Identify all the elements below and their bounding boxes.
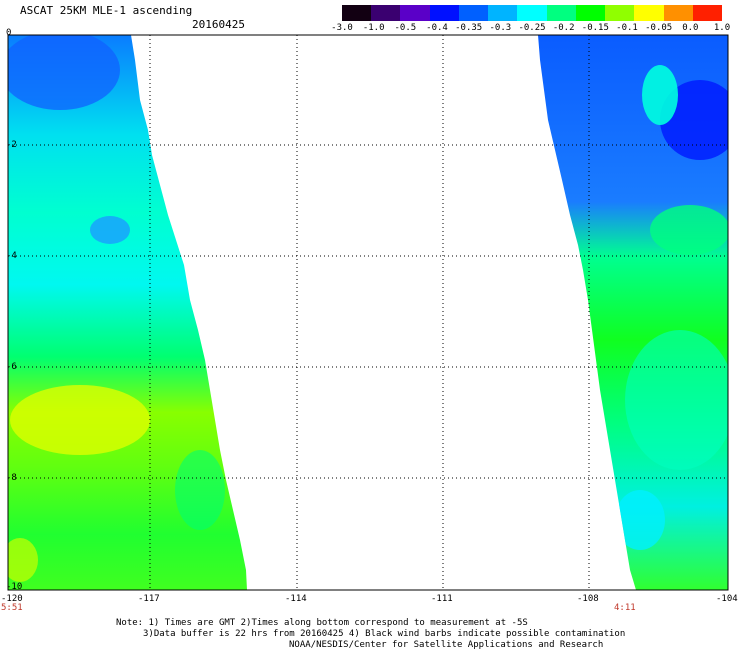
colorbar-segment — [663, 5, 693, 21]
x-tick-label: -108 — [577, 594, 599, 604]
colorbar-label: -0.4 — [426, 23, 448, 33]
colorbar-segment — [371, 5, 401, 21]
time-label-right: 4:11 — [614, 603, 636, 613]
colorbar-segment — [546, 5, 576, 21]
x-tick-label: -117 — [138, 594, 160, 604]
time-label-left: 5:51 — [1, 603, 23, 613]
colorbar-label: -0.1 — [616, 23, 638, 33]
map-date: 20160425 — [192, 18, 245, 31]
note-line-3: NOAA/NESDIS/Center for Satellite Applica… — [289, 640, 604, 650]
left-swath — [8, 35, 247, 590]
colorbar-segment — [342, 5, 372, 21]
colorbar-label: -0.05 — [645, 23, 673, 33]
y-tick-label: -2 — [6, 140, 17, 150]
colorbar-segment — [692, 5, 723, 21]
colorbar-label: -0.15 — [581, 23, 609, 33]
colorbar-segment — [575, 5, 606, 21]
colorbar-segment — [605, 5, 635, 21]
y-tick-label: 0 — [6, 28, 11, 38]
colorbar-label: -0.5 — [394, 23, 417, 33]
colorbar-segment — [634, 5, 664, 21]
map-frame — [7, 34, 729, 591]
colorbar-labels: -3.0 -1.0 -0.5 -0.4 -0.35 -0.3 -0.25 -0.2 -0.15-… — [331, 23, 730, 35]
note-line-2: 3)Data buffer is 22 hrs from 20160425 4)… — [143, 629, 626, 639]
colorbar-label: -0.2 — [552, 23, 575, 33]
y-tick-label: -4 — [6, 251, 17, 261]
colorbar — [342, 5, 723, 21]
y-tick-label: -10 — [6, 582, 22, 592]
colorbar-label: -1.0 — [362, 23, 385, 33]
x-tick-label: -120 — [1, 594, 23, 604]
x-tick-label: -111 — [431, 594, 453, 604]
colorbar-segment — [517, 5, 547, 21]
colorbar-segment — [488, 5, 518, 21]
colorbar-label: -3.0 — [331, 23, 353, 33]
x-tick-label: -104 — [716, 594, 738, 604]
x-tick-label: -114 — [285, 594, 307, 604]
colorbar-label: -0.3 — [489, 23, 512, 33]
colorbar-label: -0.25 — [518, 23, 546, 33]
grid — [8, 35, 728, 590]
y-tick-label: -8 — [6, 473, 17, 483]
colorbar-label: -0.35 — [455, 23, 483, 33]
note-line-1: Note: 1) Times are GMT 2)Times along bot… — [116, 618, 528, 628]
colorbar-segment — [458, 5, 489, 21]
colorbar-segment — [429, 5, 459, 21]
right-swath — [538, 35, 728, 590]
map-title: ASCAT 25KM MLE-1 ascending — [20, 4, 193, 17]
colorbar-segment — [400, 5, 430, 21]
colorbar-label: 0.0 — [682, 23, 699, 33]
colorbar-label: 1.0 — [713, 23, 731, 33]
y-tick-label: -6 — [6, 362, 17, 372]
